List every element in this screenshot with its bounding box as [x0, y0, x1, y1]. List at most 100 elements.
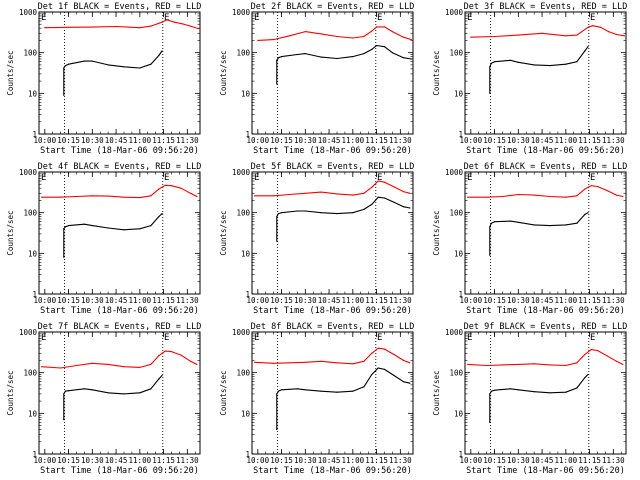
x-tick-label: 10:30	[81, 136, 104, 145]
x-tick-label: 10:00	[34, 296, 57, 305]
data-point	[320, 56, 322, 58]
data-point	[296, 53, 298, 56]
data-point	[83, 223, 85, 225]
data-point	[288, 362, 291, 364]
data-point	[158, 378, 160, 380]
data-point	[276, 393, 278, 395]
data-point	[402, 191, 405, 193]
x-tick-label: 11:30	[389, 296, 412, 305]
data-point	[576, 195, 578, 197]
data-point	[363, 192, 365, 194]
marker-label: E	[254, 333, 259, 343]
data-point	[197, 28, 199, 30]
data-point	[576, 61, 578, 63]
data-point	[273, 195, 275, 197]
data-point	[606, 355, 608, 357]
data-point	[486, 364, 488, 367]
data-point	[91, 225, 93, 227]
marker-label: E	[467, 173, 472, 183]
data-point	[273, 362, 275, 364]
data-point	[393, 201, 395, 203]
data-point	[490, 390, 492, 392]
data-point	[107, 363, 109, 365]
data-point	[393, 374, 395, 377]
data-point	[158, 216, 160, 218]
data-point	[336, 193, 338, 195]
data-point	[281, 56, 283, 58]
data-point	[158, 54, 160, 57]
y-tick-label: 100	[23, 369, 37, 378]
data-point	[517, 389, 519, 391]
data-point	[377, 367, 379, 369]
data-point	[377, 196, 379, 198]
data-point	[383, 26, 386, 28]
x-tick-label: 10:30	[507, 296, 530, 305]
x-tick-label: 10:15	[57, 296, 80, 305]
marker-label: E	[377, 333, 382, 343]
x-axis-label: Start Time (18-Mar-06 09:56:20)	[40, 146, 199, 156]
data-point	[533, 224, 535, 226]
data-point	[470, 36, 472, 38]
data-point	[623, 35, 626, 37]
data-point	[352, 194, 354, 196]
plot-frame	[38, 11, 201, 135]
data-point	[277, 213, 279, 215]
y-tick-label: 100	[236, 209, 250, 218]
x-tick-label: 10:30	[81, 296, 104, 305]
data-point	[409, 362, 411, 364]
data-point	[549, 195, 551, 198]
data-point	[509, 220, 511, 222]
data-point	[123, 366, 125, 368]
x-tick-label: 11:30	[602, 296, 625, 305]
data-point	[304, 389, 306, 391]
series-line-lld	[257, 26, 412, 41]
x-tick-label: 11:15	[152, 136, 175, 145]
data-point	[393, 186, 395, 188]
data-point	[517, 363, 519, 365]
chart-panel: Det 8f BLACK = Events, RED = LLD 1 10 100 10…	[219, 322, 414, 476]
data-point	[158, 355, 160, 357]
data-point	[489, 226, 491, 228]
data-point	[383, 46, 386, 48]
x-tick-label: 11:30	[602, 456, 625, 465]
data-point	[180, 354, 182, 356]
chart-title: Det 1f BLACK = Events, RED = LLD	[38, 2, 202, 12]
data-point	[139, 197, 141, 199]
data-point	[402, 36, 405, 38]
data-point	[489, 92, 491, 94]
data-point	[68, 225, 70, 227]
data-point	[281, 212, 283, 214]
data-point	[63, 419, 65, 421]
data-point	[273, 39, 275, 41]
data-point	[622, 363, 624, 365]
x-axis-label: Start Time (18-Mar-06 09:56:20)	[466, 306, 625, 316]
data-point	[41, 196, 43, 198]
data-point	[304, 31, 306, 33]
data-point	[139, 67, 141, 69]
x-axis-label: Start Time (18-Mar-06 09:56:20)	[466, 146, 625, 156]
x-tick-label: 11:30	[389, 136, 412, 145]
y-axis-label: Counts/sec	[219, 50, 228, 95]
data-point	[182, 23, 184, 25]
data-point	[288, 193, 291, 196]
data-point	[371, 373, 373, 376]
y-axis-label: Counts/sec	[6, 370, 15, 415]
y-tick-label: 1	[458, 450, 463, 459]
data-point	[352, 212, 354, 214]
y-tick-label: 1000	[232, 8, 251, 17]
data-point	[44, 27, 46, 29]
y-tick-label: 10	[28, 89, 38, 98]
x-tick-label: 10:45	[318, 136, 341, 145]
chart-title: Det 9f BLACK = Events, RED = LLD	[464, 322, 628, 332]
data-point	[383, 348, 386, 350]
data-point	[501, 195, 504, 198]
y-tick-label: 1	[32, 450, 37, 459]
y-tick-label: 100	[23, 209, 37, 218]
data-point	[139, 392, 141, 394]
data-point	[409, 207, 411, 209]
data-point	[161, 21, 163, 23]
y-axis-label: Counts/sec	[219, 210, 228, 255]
y-tick-label: 10	[454, 89, 464, 98]
x-tick-label: 11:00	[342, 296, 365, 305]
x-tick-label: 10:30	[294, 136, 317, 145]
